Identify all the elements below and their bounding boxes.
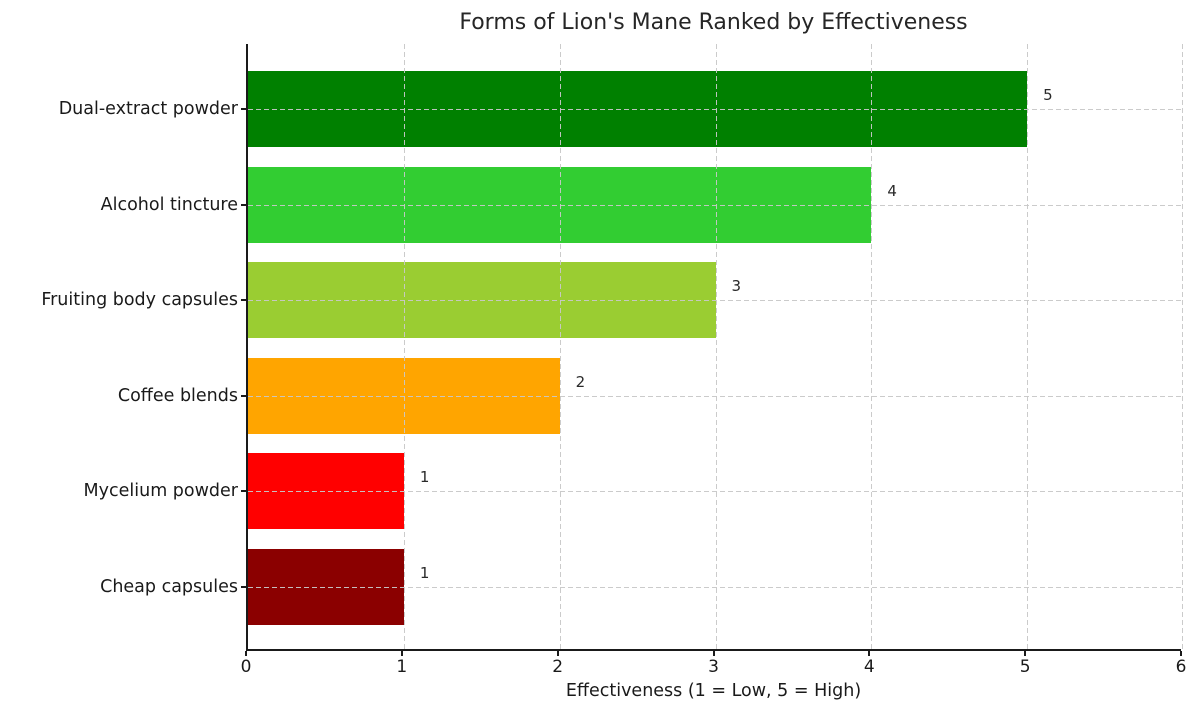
horizontal-gridline bbox=[248, 395, 1181, 397]
y-tick-label: Cheap capsules bbox=[100, 576, 238, 597]
chart-title: Forms of Lion's Mane Ranked by Effective… bbox=[459, 10, 968, 35]
y-tick-label: Dual-extract powder bbox=[58, 99, 238, 119]
bar-value-label: 4 bbox=[887, 181, 897, 200]
x-tick-label: 1 bbox=[396, 657, 408, 677]
vertical-gridline bbox=[403, 44, 405, 649]
y-tick-mark bbox=[241, 585, 246, 588]
x-tick-label: 0 bbox=[240, 657, 252, 677]
x-axis-label: Effectiveness (1 = Low, 5 = High) bbox=[565, 681, 862, 701]
horizontal-gridline bbox=[248, 300, 1181, 301]
x-tick-mark bbox=[712, 651, 715, 656]
horizontal-gridline bbox=[248, 586, 1181, 588]
horizontal-gridline bbox=[248, 204, 1181, 206]
vertical-gridline bbox=[1182, 44, 1183, 649]
y-tick-label: Alcohol tincture bbox=[100, 194, 238, 215]
x-tick-mark bbox=[1180, 651, 1182, 656]
bar-value-label: 3 bbox=[731, 277, 742, 295]
bar-value-label: 2 bbox=[575, 372, 586, 391]
x-tick-mark bbox=[556, 651, 559, 656]
x-tick-label: 3 bbox=[708, 657, 719, 677]
x-tick-mark bbox=[400, 651, 403, 656]
x-tick-mark bbox=[1024, 651, 1027, 656]
vertical-gridline bbox=[871, 44, 873, 649]
y-tick-label: Mycelium powder bbox=[83, 481, 238, 501]
x-tick-mark bbox=[245, 651, 247, 656]
x-tick-label: 5 bbox=[1019, 657, 1031, 677]
bar-value-label: 1 bbox=[419, 468, 430, 486]
x-tick-mark bbox=[868, 651, 871, 656]
x-tick-label: 4 bbox=[863, 657, 875, 677]
y-tick-mark bbox=[241, 299, 246, 301]
y-tick-mark bbox=[241, 108, 246, 110]
vertical-gridline bbox=[715, 44, 717, 649]
x-tick-label: 2 bbox=[552, 657, 564, 677]
x-tick-label: 6 bbox=[1175, 657, 1187, 677]
horizontal-gridline bbox=[248, 491, 1181, 492]
y-tick-mark bbox=[241, 203, 246, 206]
vertical-gridline bbox=[559, 44, 561, 649]
horizontal-gridline bbox=[248, 109, 1181, 110]
grid-layer bbox=[248, 44, 1183, 649]
vertical-gridline bbox=[1027, 44, 1029, 649]
y-tick-label: Coffee blends bbox=[117, 385, 238, 406]
bar-value-label: 1 bbox=[419, 563, 430, 582]
y-tick-label: Fruiting body capsules bbox=[41, 290, 238, 310]
y-tick-mark bbox=[241, 394, 246, 397]
bar-value-label: 5 bbox=[1043, 86, 1053, 104]
plot-area bbox=[246, 44, 1183, 651]
y-tick-mark bbox=[241, 490, 246, 492]
